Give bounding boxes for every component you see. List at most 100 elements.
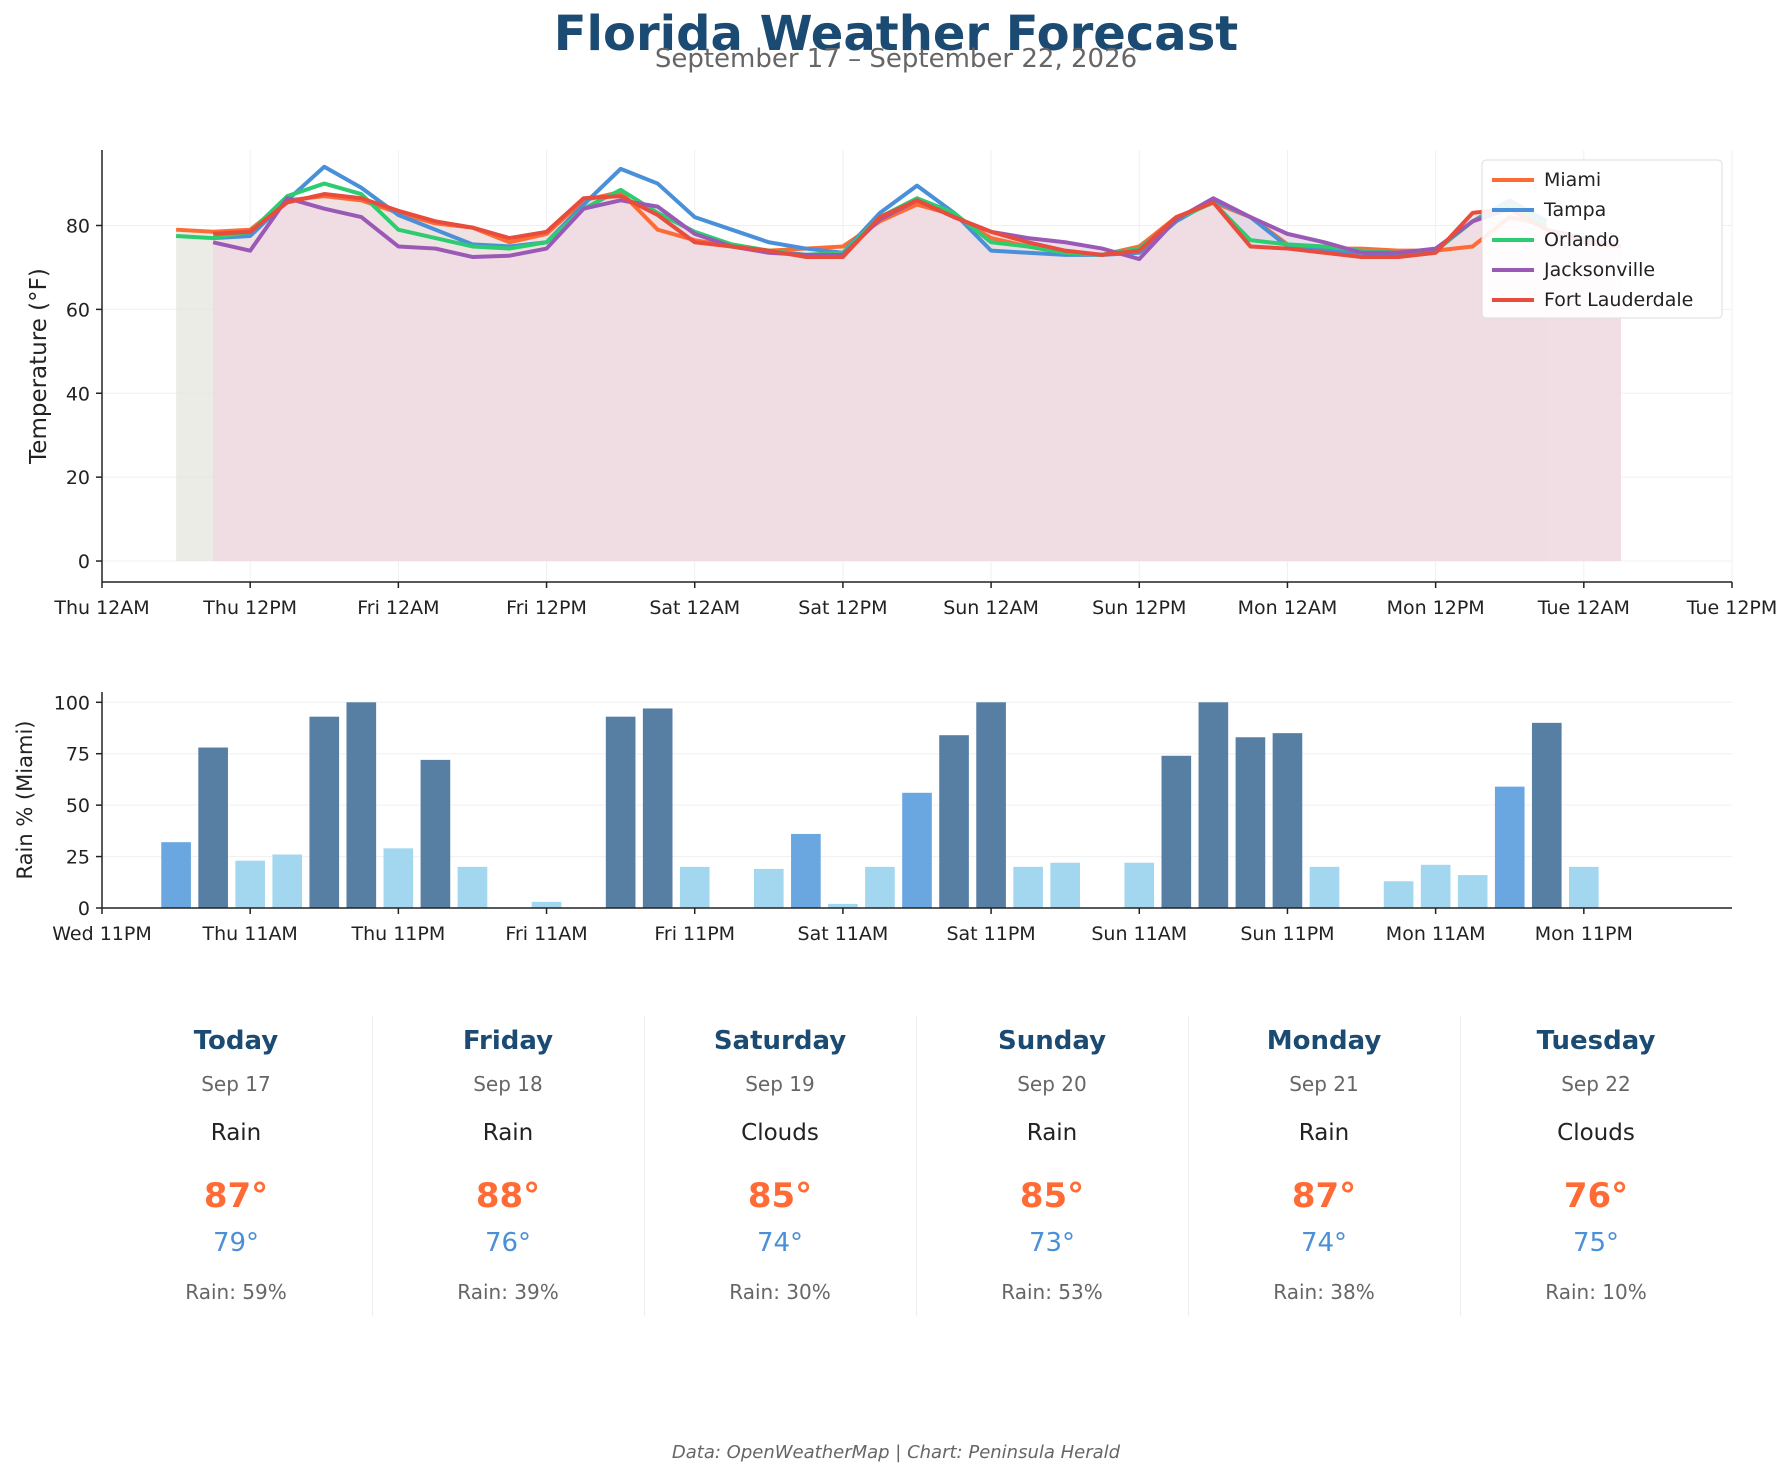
legend: Miami Tampa Orlando Jacksonville Fort Lauder…	[1481, 159, 1723, 319]
forecast-high: 85°	[1019, 1176, 1085, 1216]
forecast-low: 75°	[1572, 1228, 1620, 1258]
y-axis-label: Rain % (Miami)	[13, 721, 37, 880]
rain-bar	[1457, 875, 1488, 908]
forecast-condition: Rain	[1026, 1120, 1078, 1146]
legend-label: Jacksonville	[1543, 259, 1655, 281]
rain-bar	[1309, 866, 1340, 908]
forecast-low: 74°	[1300, 1228, 1348, 1258]
x-tick-label: Sun 12AM	[943, 597, 1039, 619]
x-tick-label: Mon 12AM	[1238, 597, 1338, 619]
rain-bar	[1124, 862, 1155, 908]
y-tick-label: 50	[66, 795, 90, 817]
forecast-date: Sep 20	[1017, 1072, 1087, 1096]
y-tick-label: 75	[66, 744, 90, 766]
x-tick-label: Thu 11AM	[202, 923, 298, 945]
card-divider	[1460, 1016, 1461, 1316]
forecast-high: 87°	[203, 1176, 269, 1216]
x-tick-label: Thu 12AM	[53, 597, 149, 619]
rain-bar	[383, 848, 414, 908]
rain-bar	[1569, 866, 1599, 908]
x-tick-label: Sat 12AM	[649, 597, 740, 619]
forecast-high: 85°	[747, 1176, 813, 1216]
legend-label: Tampa	[1543, 199, 1606, 221]
temperature-chart: 0 20 40 60 80 Thu 12AM Thu 12PM Fri 12AM Fri 12P…	[26, 150, 1778, 619]
rain-bar	[420, 759, 451, 908]
forecast-rain: Rain: 39%	[457, 1280, 559, 1304]
rain-bar	[1198, 702, 1229, 908]
y-tick-label: 40	[66, 383, 90, 405]
y-tick-label: 0	[78, 551, 90, 573]
y-tick-label: 100	[54, 692, 90, 714]
page-subtitle: September 17 – September 22, 2026	[654, 44, 1138, 74]
rain-bar	[976, 702, 1006, 908]
y-tick-label: 0	[78, 898, 90, 920]
x-tick-label: Fri 12AM	[357, 597, 439, 619]
forecast-cards: Today Sep 17 Rain 87° 79° Rain: 59% Frid…	[100, 1010, 1732, 1316]
y-tick-label: 20	[66, 467, 90, 489]
forecast-card-sunday: Sunday Sep 20 Rain 85° 73° Rain: 53%	[916, 1010, 1188, 1310]
forecast-day: Friday	[462, 1026, 554, 1056]
rain-bar	[605, 716, 636, 908]
x-tick-label: Fri 11AM	[505, 923, 587, 945]
rain-bar	[865, 866, 895, 908]
rain-bar	[457, 866, 488, 908]
card-divider	[644, 1016, 645, 1316]
forecast-day: Monday	[1266, 1026, 1382, 1056]
x-tick-label: Mon 11PM	[1535, 923, 1633, 945]
x-tick-label: Wed 11PM	[52, 923, 152, 945]
forecast-date: Sep 21	[1289, 1072, 1359, 1096]
legend-label: Miami	[1544, 169, 1601, 191]
rain-bar	[161, 842, 191, 908]
forecast-rain: Rain: 30%	[729, 1280, 831, 1304]
forecast-high: 88°	[475, 1176, 541, 1216]
forecast-card-today: Today Sep 17 Rain 87° 79° Rain: 59%	[100, 1010, 372, 1310]
forecast-date: Sep 19	[745, 1072, 815, 1096]
forecast-day: Tuesday	[1536, 1026, 1656, 1056]
x-tick-label: Fri 11PM	[654, 923, 735, 945]
forecast-low: 76°	[484, 1228, 532, 1258]
page-title: Florida Weather Forecast	[553, 6, 1239, 62]
forecast-condition: Clouds	[1557, 1120, 1635, 1146]
rain-bar	[1050, 862, 1080, 908]
card-divider	[916, 1016, 917, 1316]
rain-bar	[754, 868, 784, 908]
series-area-fort-lauderdale	[213, 194, 1621, 562]
forecast-high: 87°	[1291, 1176, 1357, 1216]
rain-bar	[1494, 786, 1525, 908]
forecast-high: 76°	[1563, 1176, 1629, 1216]
rain-bar	[1013, 866, 1043, 908]
forecast-day: Today	[193, 1026, 279, 1056]
legend-label: Orlando	[1544, 229, 1619, 251]
forecast-date: Sep 22	[1561, 1072, 1631, 1096]
y-tick-label: 80	[66, 215, 90, 237]
forecast-card-tuesday: Tuesday Sep 22 Clouds 76° 75° Rain: 10%	[1460, 1010, 1732, 1310]
rain-bar	[346, 702, 377, 908]
rain-bar	[1235, 737, 1266, 908]
rain-chart: 0 25 50 75 100 Wed 11PM Thu 11AM Thu 11PM Fri 11…	[13, 692, 1732, 945]
forecast-condition: Rain	[210, 1120, 262, 1146]
card-divider	[1188, 1016, 1189, 1316]
x-tick-label: Fri 12PM	[506, 597, 587, 619]
rain-bar	[309, 716, 340, 908]
rain-bar	[828, 903, 858, 908]
x-tick-label: Thu 11PM	[350, 923, 445, 945]
forecast-low: 74°	[756, 1228, 804, 1258]
rain-bar	[198, 747, 228, 908]
rain-bar	[272, 854, 303, 908]
x-tick-label: Mon 11AM	[1386, 923, 1486, 945]
y-axis-label: Temperature (°F)	[26, 268, 52, 465]
forecast-condition: Rain	[482, 1120, 534, 1146]
forecast-card-monday: Monday Sep 21 Rain 87° 74° Rain: 38%	[1188, 1010, 1460, 1310]
rain-bar	[1531, 722, 1562, 908]
x-tick-label: Thu 12PM	[202, 597, 297, 619]
rain-bar	[1272, 733, 1303, 908]
rain-bar	[902, 792, 932, 908]
forecast-low: 79°	[212, 1228, 260, 1258]
rain-bar	[1161, 755, 1192, 908]
x-tick-label: Sat 11PM	[946, 923, 1035, 945]
forecast-low: 73°	[1028, 1228, 1076, 1258]
rain-bar	[531, 901, 562, 908]
rain-bar	[1383, 881, 1414, 908]
forecast-rain: Rain: 38%	[1273, 1280, 1375, 1304]
x-tick-label: Tue 12PM	[1686, 597, 1778, 619]
